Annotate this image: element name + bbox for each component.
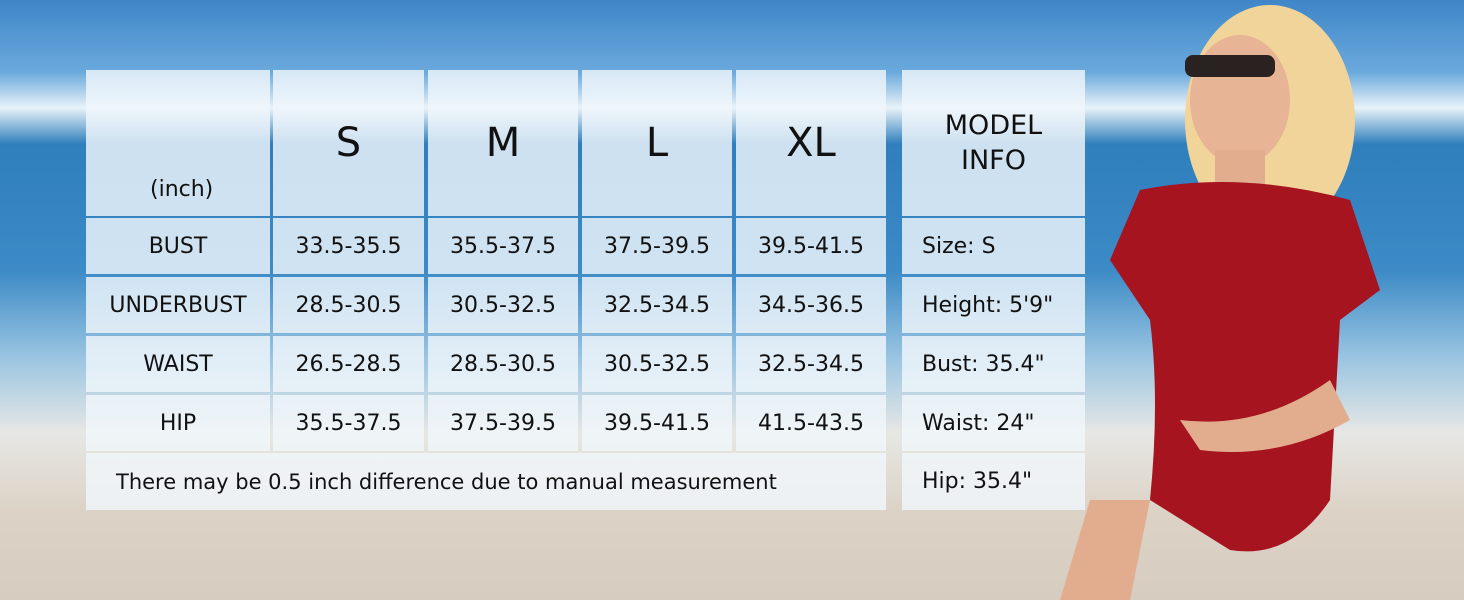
model-item: Height: 5'9" [902, 277, 1085, 333]
size-value: 39.5-41.5 [582, 395, 732, 451]
size-value: 35.5-37.5 [273, 395, 424, 451]
row-label: BUST [86, 218, 270, 274]
size-header: S [273, 70, 424, 216]
leg [1060, 500, 1150, 600]
swimsuit [1110, 182, 1380, 552]
size-value: 28.5-30.5 [428, 336, 578, 392]
unit-label: (inch) [86, 70, 270, 216]
sunglasses [1185, 55, 1275, 77]
model-item: Size: S [902, 218, 1085, 274]
size-value: 30.5-32.5 [582, 336, 732, 392]
size-value: 34.5-36.5 [736, 277, 886, 333]
row-label: UNDERBUST [86, 277, 270, 333]
size-value: 37.5-39.5 [582, 218, 732, 274]
model-item: Hip: 35.4" [902, 453, 1085, 510]
size-value: 26.5-28.5 [273, 336, 424, 392]
size-header: XL [736, 70, 886, 216]
size-value: 39.5-41.5 [736, 218, 886, 274]
size-value: 35.5-37.5 [428, 218, 578, 274]
size-value: 32.5-34.5 [582, 277, 732, 333]
row-label: WAIST [86, 336, 270, 392]
size-value: 32.5-34.5 [736, 336, 886, 392]
size-value: 30.5-32.5 [428, 277, 578, 333]
size-header: M [428, 70, 578, 216]
model-title: MODEL INFO [902, 70, 1085, 216]
model-item: Bust: 35.4" [902, 336, 1085, 392]
row-label: HIP [86, 395, 270, 451]
face [1190, 35, 1290, 165]
size-value: 28.5-30.5 [273, 277, 424, 333]
size-value: 41.5-43.5 [736, 395, 886, 451]
size-header: L [582, 70, 732, 216]
arm [1180, 380, 1350, 452]
note: There may be 0.5 inch difference due to … [86, 453, 886, 510]
model-item: Waist: 24" [902, 395, 1085, 451]
size-value: 33.5-35.5 [273, 218, 424, 274]
size-value: 37.5-39.5 [428, 395, 578, 451]
